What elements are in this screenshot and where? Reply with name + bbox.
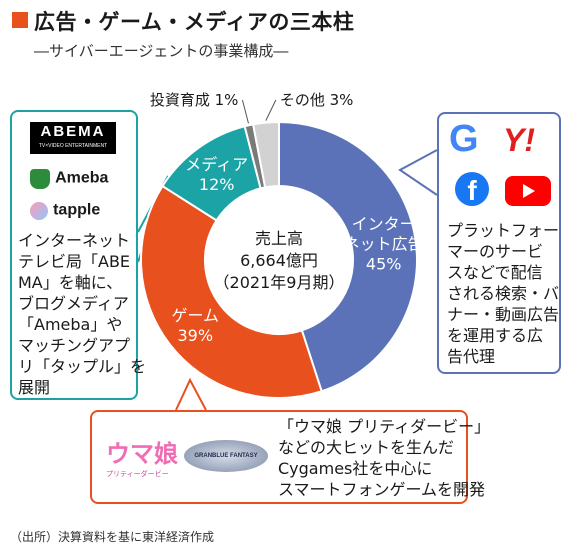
callout-game-line: などの大ヒットを生んだ [278, 438, 455, 457]
slice-name-label: ネット広告 [344, 234, 424, 253]
granblue-fantasy-logo: GRANBLUE FANTASY [184, 440, 268, 472]
callout-game: ウマ娘 プリティーダービー GRANBLUE FANTASY 「ウマ娘 プリティ… [90, 410, 490, 504]
outer-labels: 投資育成 1% その他 3% [150, 91, 354, 124]
callout-media-line: 展開 [18, 378, 51, 397]
slice-0 [278, 120, 418, 393]
callout-pointer [175, 377, 207, 411]
slice-value-label: 45% [366, 254, 402, 273]
slice-value-label: 39% [177, 326, 213, 345]
ameba-logo: Ameba [30, 168, 108, 189]
outer-slice-label: その他 3% [280, 91, 354, 109]
yahoo-icon: Y! [503, 122, 535, 158]
callout-ads: G Y! f プラットフォー マーのサービ スなどで配信 される検索・バ ナー・動画広告… [437, 112, 561, 374]
outer-slice-label: 投資育成 1% [150, 91, 239, 109]
leader-line [265, 99, 277, 121]
callout-ads-text: プラットフォー マーのサービ スなどで配信 される検索・バ ナー・動画広告 を運用する広告… [447, 220, 559, 367]
google-icon: G [449, 118, 479, 160]
callout-media: ABEMA TV×VIDEO ENTERTAINMENT Ameba tappl… [10, 110, 146, 400]
callout-game-text: 「ウマ娘 プリティダービー」 などの大ヒットを生んだ Cygames社を中心にスマー… [278, 416, 490, 500]
donut-slices [140, 120, 418, 399]
callout-ads-line: スなどで配信 [447, 263, 543, 282]
callout-game-line: Cygames社を中心に [278, 459, 433, 478]
center-label-line: （2021年9月期） [214, 273, 345, 292]
ameba-cat-icon [30, 168, 50, 189]
callout-ads-line: される検索・バ [447, 284, 560, 303]
youtube-icon [505, 176, 551, 206]
chart-subtitle: ―サイバーエージェントの事業構成― [34, 42, 289, 60]
leader-line [241, 99, 249, 124]
callout-media-line: インターネット [18, 231, 131, 250]
callout-pointer [398, 149, 438, 196]
callout-ads-line: マーのサービ [447, 242, 544, 261]
callout-media-line: MA」を軸に、 [18, 273, 123, 292]
callout-media-line: 「Ameba」や [18, 315, 123, 334]
youtube-play-icon [523, 184, 535, 198]
center-label-line: 売上高 [255, 229, 303, 248]
slice-name-label: メディア [185, 155, 248, 174]
source-note: （出所）決算資料を基に東洋経済作成 [10, 530, 215, 544]
callout-game-line: 「ウマ娘 プリティダービー」 [278, 417, 491, 436]
callout-media-line: ブログメディア [18, 294, 129, 313]
title-accent-square [12, 12, 28, 28]
facebook-icon: f [455, 172, 489, 206]
callout-ads-line: 告代理 [447, 347, 496, 366]
slice-4 [251, 120, 280, 189]
callout-ads-line: を運用する広 [447, 326, 544, 345]
slice-value-label: 12% [199, 175, 235, 194]
tapple-logo: tapple [30, 200, 100, 220]
callout-media-line: リ「タップル」を [18, 357, 147, 376]
callout-media-line: マッチングアプ [18, 336, 131, 355]
callout-media-line: テレビ局「ABE [18, 252, 131, 271]
slice-name-label: ゲーム [171, 306, 219, 325]
slice-name-label: インター [352, 214, 416, 233]
center-label-line: 6,664億円 [240, 251, 318, 270]
uma-musume-logo: ウマ娘 プリティーダービー [106, 441, 178, 478]
chart-title: 広告・ゲーム・メディアの三本柱 [34, 10, 355, 34]
callout-ads-line: プラットフォー [447, 221, 560, 240]
callout-ads-line: ナー・動画広告 [447, 305, 560, 324]
callout-game-line: スマートフォンゲームを開発 [278, 480, 486, 499]
callout-media-text: インターネット テレビ局「ABE MA」を軸に、 ブログメディア 「Ameba」や マッチ… [18, 230, 146, 398]
abema-logo: ABEMA TV×VIDEO ENTERTAINMENT [30, 122, 116, 154]
tapple-icon [30, 201, 48, 220]
slice-1 [140, 184, 323, 399]
donut-center-label: 売上高 6,664億円 （2021年9月期） [214, 229, 345, 292]
